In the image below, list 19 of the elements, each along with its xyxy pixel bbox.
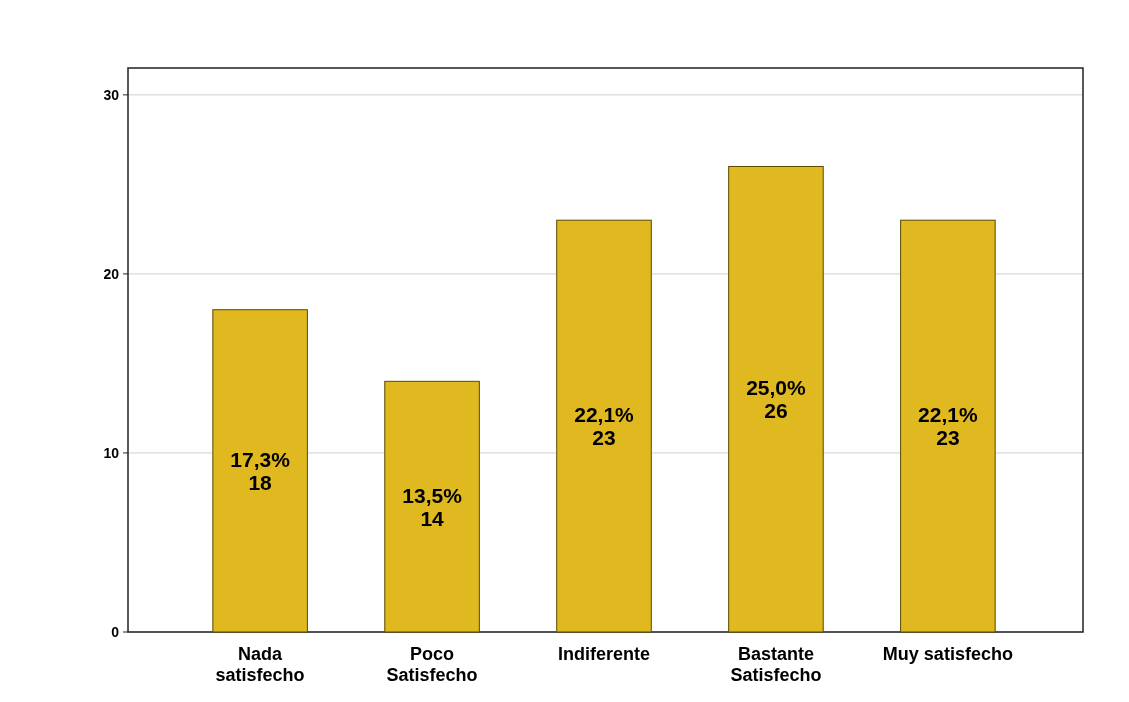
bar [900,219,996,633]
data-label: 22,1% 23 [918,403,978,450]
data-label: 25,0% 26 [746,376,807,423]
bar [384,380,480,633]
bar [556,219,652,633]
data-label: 22,1% 23 [574,403,635,450]
data-label: 13,5% 14 [402,483,463,530]
x-tick-label: Poco Satisfecho [386,644,478,685]
data-label: 17,3% 18 [230,447,291,494]
x-tick-label: Bastante Satisfecho [730,644,822,685]
x-tick-label: Nada satisfecho [215,644,305,685]
x-tick-label: Indiferente [557,644,651,664]
x-tick-label: Muy satisfecho [882,644,1013,664]
bar [728,165,824,633]
y-tick-label: 30 [103,86,120,103]
bar [212,309,308,633]
y-tick-label: 0 [111,624,120,640]
y-tick-label: 10 [103,444,120,461]
y-tick-label: 20 [103,265,120,282]
